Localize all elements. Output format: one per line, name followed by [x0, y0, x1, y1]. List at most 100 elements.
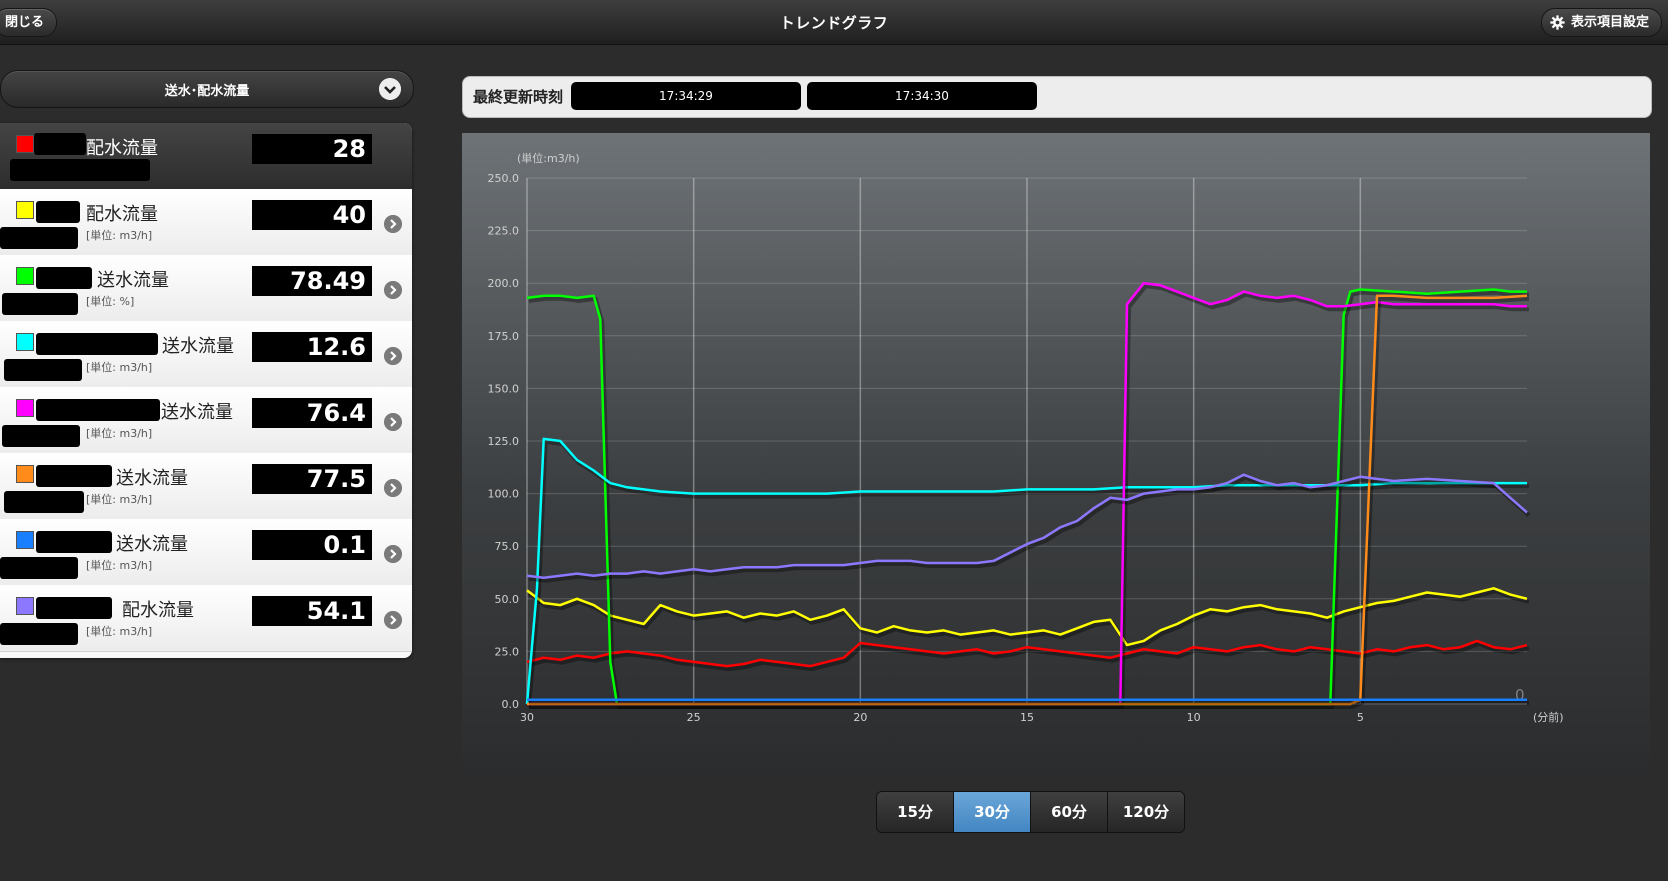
trend-chart: 0.0 25.0 50.0 75.0 100.0 125.0 150.0 175.0 200.0…: [462, 133, 1650, 778]
x-tick-label: 15: [1020, 711, 1034, 724]
series-line-shadow: [529, 296, 1530, 709]
chevron-right-icon[interactable]: [384, 347, 402, 365]
redacted-unit: [0, 623, 78, 645]
range-button-30[interactable]: 30分: [954, 792, 1031, 832]
y-tick-label: 100.0: [488, 488, 520, 501]
app-header: 閉じる トレンドグラフ 表示項目設定: [0, 0, 1668, 45]
sensor-value: 76.4: [252, 398, 372, 428]
sensor-label: 送水流量: [162, 336, 234, 357]
series-line: [526, 587, 1528, 647]
series-line: [526, 639, 1528, 668]
trend-chart-svg: 0.0 25.0 50.0 75.0 100.0 125.0 150.0 175.0 200.0…: [488, 151, 1564, 724]
display-settings-button[interactable]: 表示項目設定: [1540, 8, 1662, 37]
series-line-shadow: [528, 290, 1529, 709]
last-updated-bar: 最終更新時刻 17:34:29 17:34:30: [462, 76, 1652, 118]
sensor-row[interactable]: 送水流量 [単位: m3/h] 0.1: [0, 519, 412, 586]
redacted-unit: [4, 359, 82, 381]
series-line: [527, 294, 1528, 706]
sensor-value: 77.5: [252, 464, 372, 494]
sensor-unit: [単位: m3/h]: [86, 559, 153, 572]
series-line: [526, 473, 1528, 580]
x-tick-label: 25: [687, 711, 701, 724]
y-tick-label: 0.0: [502, 698, 520, 711]
y-tick-label: 25.0: [495, 645, 520, 658]
redacted-name: [36, 531, 112, 553]
y-tick-label: 175.0: [488, 330, 520, 343]
sensor-value: 78.49: [252, 266, 372, 296]
redacted-unit: [0, 557, 78, 579]
series-line: [527, 281, 1527, 706]
y-tick-label: 125.0: [488, 435, 520, 448]
color-swatch: [16, 201, 34, 219]
range-button-60[interactable]: 60分: [1031, 792, 1108, 832]
sensor-row[interactable]: 送水流量 [単位: m3/h] 12.6: [0, 321, 412, 388]
last-updated-time: 17:34:29: [571, 82, 801, 110]
close-button[interactable]: 閉じる: [0, 8, 58, 37]
y-tick-label: 200.0: [488, 277, 520, 290]
color-swatch: [16, 597, 34, 615]
sensor-value: 0.1: [252, 530, 372, 560]
sensor-value: 12.6: [252, 332, 372, 362]
sensor-label: 配水流量: [122, 600, 194, 621]
chevron-right-icon[interactable]: [384, 479, 402, 497]
sensor-label: 送水流量: [116, 534, 188, 555]
y-tick-label: 150.0: [488, 382, 520, 395]
sensor-unit: [単位: m3/h]: [86, 625, 153, 638]
series-line-shadow: [528, 475, 1531, 583]
sensor-row[interactable]: 送水流量 [単位: m3/h] 77.5: [0, 453, 412, 520]
redacted-name: [36, 201, 80, 223]
chevron-right-icon[interactable]: [384, 413, 402, 431]
color-swatch: [16, 267, 34, 285]
redacted-name: [36, 597, 112, 619]
gear-icon: [1550, 15, 1565, 30]
redacted-unit: [10, 159, 150, 181]
sensor-label: 送水流量: [97, 270, 169, 291]
sensor-label: 配水流量: [86, 204, 158, 225]
sensor-label: 送水流量: [161, 402, 233, 423]
sensor-row[interactable]: 配水流量 [単位: m3/h] 40: [0, 189, 412, 256]
sensor-unit: [単位: m3/h]: [86, 361, 153, 374]
sensor-unit: [単位: m3/h]: [86, 427, 153, 440]
x-axis-label: (分前): [1533, 710, 1564, 724]
range-button-15[interactable]: 15分: [877, 792, 954, 832]
y-tick-label: 225.0: [488, 225, 520, 238]
sensor-value: 40: [252, 200, 372, 230]
redacted-unit: [0, 227, 78, 249]
category-select-value: 送水･配水流量: [164, 84, 250, 99]
chevron-down-icon: [379, 78, 401, 100]
last-updated-label: 最終更新時刻: [473, 88, 564, 106]
series-line: [525, 437, 1527, 705]
series-line-shadow: [527, 589, 1530, 651]
sensor-label: 送水流量: [116, 468, 188, 489]
last-updated-time: 17:34:30: [807, 82, 1037, 110]
sensor-value: 28: [252, 134, 372, 164]
series-line-shadow: [529, 284, 1529, 709]
sensor-unit: [単位: %]: [86, 295, 135, 308]
sensor-row[interactable]: 送水流量 [単位: m3/h] 76.4: [0, 387, 412, 454]
chevron-right-icon[interactable]: [384, 281, 402, 299]
x-tick-label: 10: [1187, 711, 1201, 724]
sensor-row[interactable]: 送水流量 [単位: %] 78.49: [0, 255, 412, 322]
category-select[interactable]: 送水･配水流量: [0, 70, 414, 108]
chevron-right-icon[interactable]: [384, 611, 402, 629]
x-tick-label: 20: [853, 711, 867, 724]
unit-label: (単位:m3/h): [517, 151, 580, 165]
sensor-row[interactable]: 配水流量 28: [0, 123, 412, 190]
sensor-label: 配水流量: [86, 138, 158, 159]
chevron-right-icon[interactable]: [384, 215, 402, 233]
sensor-unit: [単位: m3/h]: [86, 229, 153, 242]
y-tick-label: 50.0: [495, 593, 520, 606]
redacted-name: [36, 333, 158, 355]
sensor-list: 配水流量 28 配水流量 [単位: m3/h] 40 送水流量 [単位: %] …: [0, 123, 412, 658]
time-range-selector: 15分 30分 60分 120分: [876, 791, 1185, 833]
redacted-name: [34, 133, 86, 155]
sensor-row[interactable]: 配水流量 [単位: m3/h] 54.1: [0, 585, 412, 652]
redacted-name: [36, 399, 160, 421]
color-swatch: [16, 333, 34, 351]
range-button-120[interactable]: 120分: [1108, 792, 1184, 832]
x-tick-label: 5: [1357, 711, 1364, 724]
end-value-label: 0: [1515, 686, 1525, 704]
chevron-right-icon[interactable]: [384, 545, 402, 563]
sensor-value: 54.1: [252, 596, 372, 626]
color-swatch: [16, 465, 34, 483]
